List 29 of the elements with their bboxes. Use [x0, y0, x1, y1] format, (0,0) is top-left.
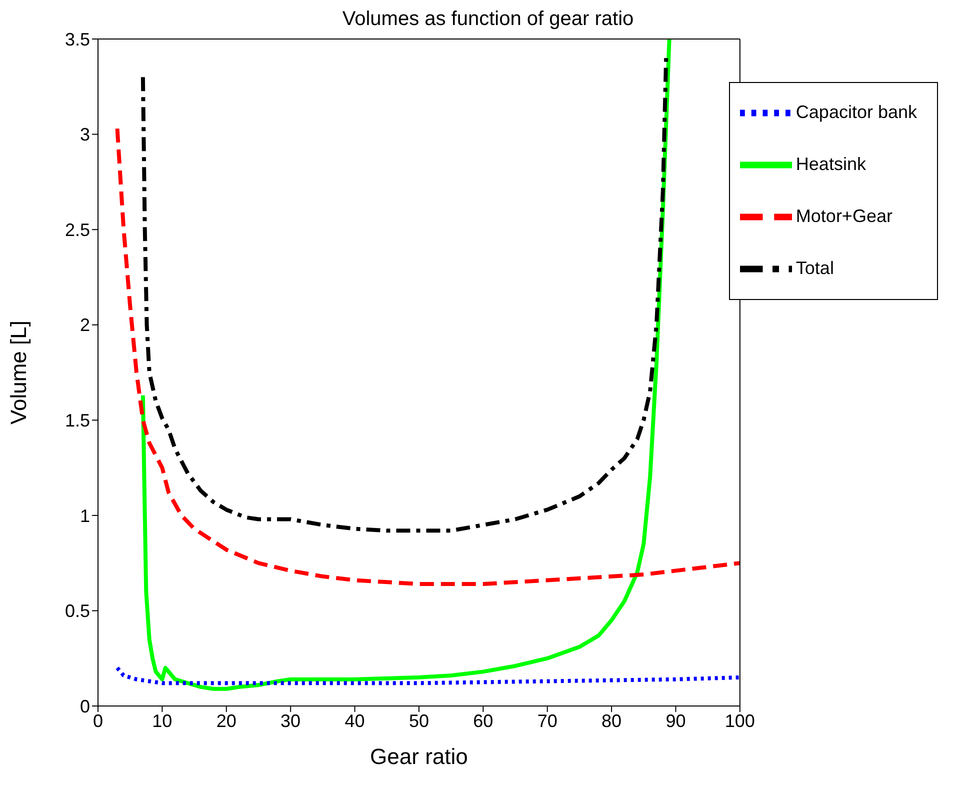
x-tick-label: 20 [216, 710, 236, 731]
legend-label: Capacitor bank [796, 102, 917, 122]
y-tick-label: 1.5 [64, 410, 90, 431]
y-axis-title: Volume [L] [6, 320, 31, 424]
x-tick-label: 80 [602, 710, 622, 731]
legend-label: Total [796, 258, 834, 278]
y-tick-label: 3.5 [64, 29, 90, 50]
line-series [115, 666, 740, 686]
legend-label: Motor+Gear [796, 206, 892, 226]
y-tick-label: 0.5 [64, 601, 90, 622]
x-tick-label: 70 [537, 710, 558, 731]
y-tick-label: 2.5 [64, 220, 90, 240]
x-axis-title: Gear ratio [370, 744, 468, 769]
x-tick-label: 60 [473, 710, 494, 731]
x-tick-label: 90 [666, 710, 686, 731]
legend-label: Heatsink [796, 154, 866, 174]
line-series [115, 126, 740, 586]
x-tick-label: 100 [724, 710, 755, 731]
line-series [140, 56, 668, 533]
x-tick-label: 10 [152, 710, 172, 731]
y-tick-label: 3 [80, 124, 90, 145]
chart-title: Volumes as function of gear ratio [342, 8, 634, 30]
y-tick-label: 2 [80, 315, 90, 336]
y-tick-label: 0 [80, 696, 90, 716]
y-tick-label: 1 [80, 506, 90, 526]
x-tick-label: 40 [344, 710, 365, 731]
x-tick-label: 50 [408, 710, 429, 731]
x-tick-label: 0 [92, 710, 104, 731]
x-tick-label: 30 [280, 710, 301, 731]
